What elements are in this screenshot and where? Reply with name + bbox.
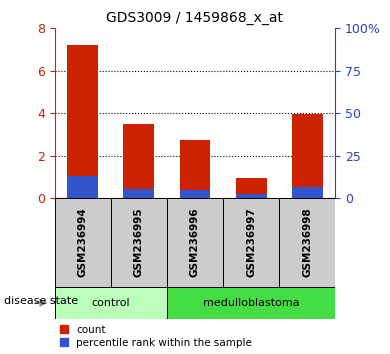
Text: medulloblastoma: medulloblastoma — [203, 298, 300, 308]
Text: GDS3009 / 1459868_x_at: GDS3009 / 1459868_x_at — [106, 11, 284, 25]
Text: GSM236997: GSM236997 — [246, 207, 256, 278]
Bar — [236, 194, 267, 198]
Text: GSM236995: GSM236995 — [134, 208, 144, 277]
Bar — [167, 287, 335, 319]
Bar — [167, 198, 223, 287]
Bar — [123, 124, 154, 198]
Bar — [67, 45, 98, 198]
Bar — [236, 178, 267, 198]
Text: GSM236998: GSM236998 — [302, 208, 312, 277]
Text: disease state: disease state — [4, 296, 78, 306]
Bar — [292, 187, 323, 198]
Bar — [67, 176, 98, 198]
Bar — [179, 190, 211, 198]
Text: GSM236996: GSM236996 — [190, 208, 200, 277]
Bar — [223, 198, 279, 287]
Bar — [292, 114, 323, 198]
Legend: count, percentile rank within the sample: count, percentile rank within the sample — [60, 325, 252, 348]
Bar — [123, 189, 154, 198]
Bar — [179, 140, 211, 198]
Bar — [55, 287, 167, 319]
Bar — [111, 198, 167, 287]
Text: control: control — [91, 298, 130, 308]
Bar — [55, 198, 111, 287]
Bar — [279, 198, 335, 287]
Text: GSM236994: GSM236994 — [78, 207, 88, 278]
